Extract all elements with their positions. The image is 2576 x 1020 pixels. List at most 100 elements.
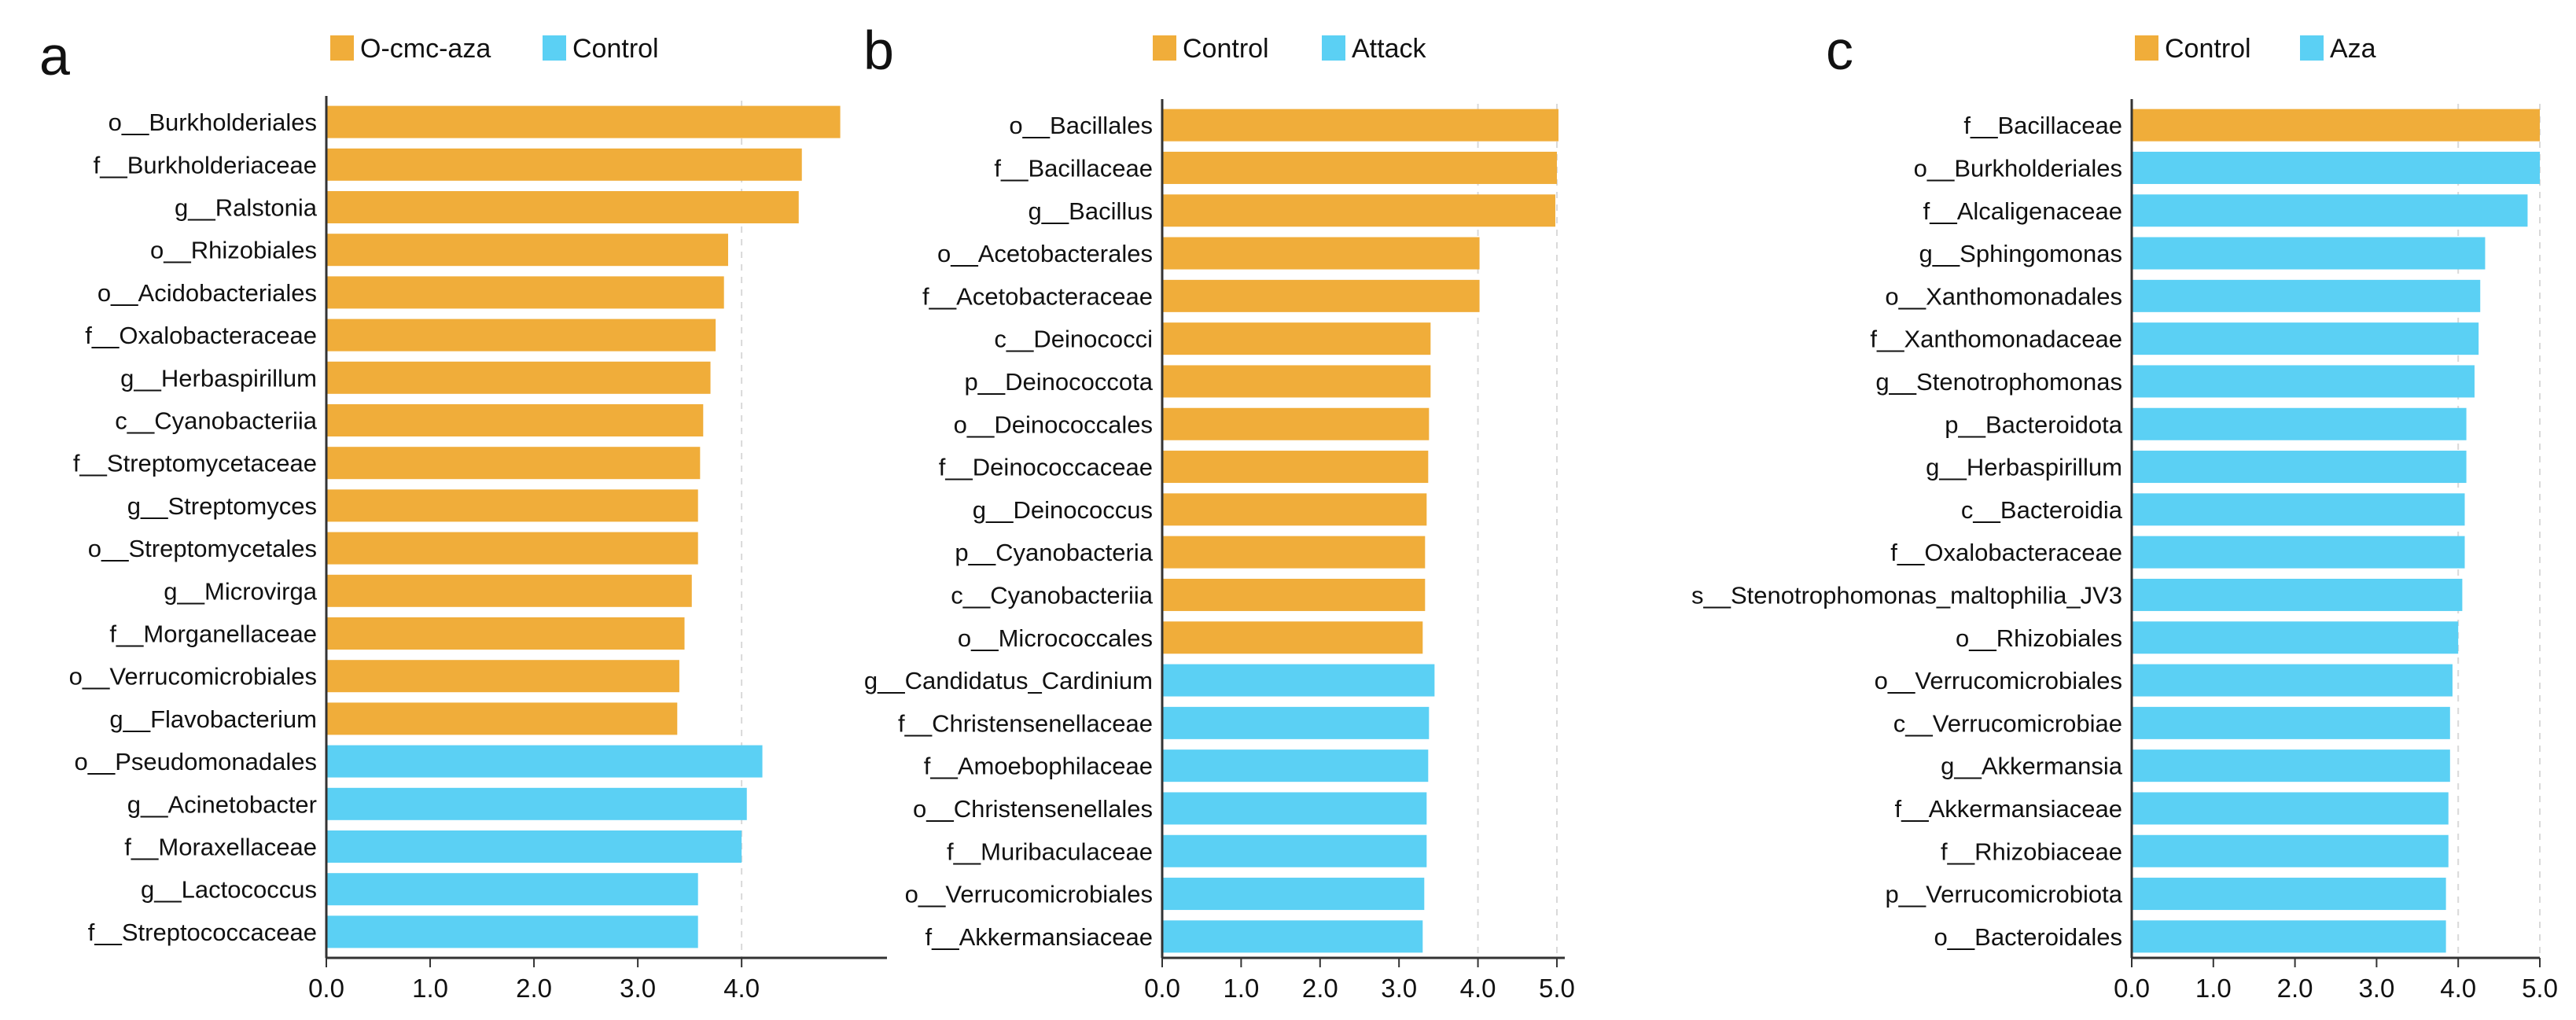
bar xyxy=(327,830,742,863)
category-label: f__Bacillaceae xyxy=(994,154,1153,182)
bar xyxy=(2133,451,2467,484)
bar xyxy=(327,276,724,309)
category-label: p__Deinococcota xyxy=(964,368,1153,396)
category-label: c__Deinococci xyxy=(994,326,1153,353)
category-label: f__Oxalobacteraceae xyxy=(85,322,317,349)
category-label: c__Cyanobacteriia xyxy=(115,407,318,435)
bar xyxy=(1163,706,1430,739)
bar xyxy=(1163,749,1429,782)
bar xyxy=(1163,834,1427,867)
x-tick-label: 1.0 xyxy=(2195,974,2232,1003)
legend-swatch xyxy=(330,35,354,61)
legend-label: Control xyxy=(572,34,659,64)
category-label: g__Herbaspirillum xyxy=(120,364,317,392)
bar xyxy=(327,787,747,820)
bar xyxy=(1163,109,1558,142)
bar xyxy=(2133,878,2446,911)
category-label: f__Deinococcaceae xyxy=(939,454,1153,481)
legend-swatch xyxy=(1153,35,1176,61)
bar xyxy=(1163,322,1431,355)
bar xyxy=(1163,578,1426,611)
bar xyxy=(2133,621,2459,654)
bar xyxy=(327,361,711,394)
bar xyxy=(2133,322,2479,355)
category-label: c__Bacteroidia xyxy=(1961,496,2123,524)
x-tick-label: 3.0 xyxy=(620,974,656,1003)
bar xyxy=(2133,536,2465,569)
bar xyxy=(327,745,763,778)
category-label: o__Rhizobiales xyxy=(150,237,317,264)
category-label: f__Akkermansiaceae xyxy=(926,923,1154,951)
category-label: o__Verrucomicrobiales xyxy=(1875,667,2122,694)
x-tick-label: 2.0 xyxy=(2277,974,2313,1003)
bar xyxy=(2133,834,2449,867)
category-label: o__Micrococcales xyxy=(958,624,1153,652)
bar xyxy=(2133,578,2463,611)
category-label: g__Sphingomonas xyxy=(1919,240,2122,267)
bar xyxy=(1163,407,1430,440)
category-label: f__Rhizobiaceae xyxy=(1941,838,2122,865)
x-tick-label: 0.0 xyxy=(2114,974,2150,1003)
bar xyxy=(327,404,704,436)
bar xyxy=(327,234,728,267)
x-tick-label: 2.0 xyxy=(516,974,552,1003)
bar xyxy=(2133,109,2540,142)
bar xyxy=(1163,493,1427,526)
x-tick-label: 4.0 xyxy=(2440,974,2476,1003)
bar xyxy=(1163,664,1435,697)
bar xyxy=(2133,365,2475,398)
legend-label: Attack xyxy=(1352,34,1426,64)
legend-label: Control xyxy=(2165,34,2251,64)
category-label: p__Cyanobacteria xyxy=(955,539,1153,566)
category-label: f__Moraxellaceae xyxy=(124,834,317,861)
category-label: f__Muribaculaceae xyxy=(947,838,1153,865)
bar xyxy=(1163,451,1429,484)
legend-label: Control xyxy=(1183,34,1269,64)
bar xyxy=(1163,365,1431,398)
category-label: o__Deinococcales xyxy=(954,411,1153,438)
category-label: f__Burkholderiaceae xyxy=(94,151,317,179)
bar xyxy=(2133,194,2528,227)
bar xyxy=(2133,279,2481,312)
category-label: o__Bacteroidales xyxy=(1934,923,2122,951)
category-label: f__Amoebophilaceae xyxy=(924,753,1153,780)
category-label: s__Stenotrophomonas_maltophilia_JV3 xyxy=(1691,581,2122,609)
bar xyxy=(2133,237,2486,270)
category-label: o__Christensenellales xyxy=(913,795,1153,823)
category-label: o__Streptomycetales xyxy=(88,535,317,562)
bar xyxy=(1163,920,1423,953)
category-label: o__Pseudomonadales xyxy=(74,748,317,775)
bar xyxy=(2133,493,2465,526)
x-tick-label: 3.0 xyxy=(1381,974,1417,1003)
legend-label: Aza xyxy=(2330,34,2376,64)
bar xyxy=(327,489,698,522)
panel-letter: b xyxy=(863,20,894,81)
x-tick-label: 0.0 xyxy=(308,974,344,1003)
bar xyxy=(327,915,698,948)
category-label: g__Candidatus_Cardinium xyxy=(864,667,1153,694)
bar xyxy=(1163,279,1480,312)
category-label: o__Bacillales xyxy=(1009,112,1153,139)
x-tick-label: 4.0 xyxy=(723,974,760,1003)
legend-label: O-cmc-aza xyxy=(360,34,491,64)
category-label: g__Bacillus xyxy=(1028,197,1153,225)
bar xyxy=(2133,792,2449,825)
category-label: g__Microvirga xyxy=(164,577,317,605)
bar xyxy=(327,702,678,735)
bar xyxy=(1163,621,1423,654)
bar xyxy=(327,447,701,480)
category-label: f__Alcaligenaceae xyxy=(1923,197,2122,225)
x-tick-label: 4.0 xyxy=(1460,974,1496,1003)
category-label: g__Akkermansia xyxy=(1941,753,2123,780)
category-label: o__Xanthomonadales xyxy=(1885,282,2122,310)
category-label: c__Cyanobacteriia xyxy=(951,581,1154,609)
category-label: g__Ralstonia xyxy=(175,194,318,222)
legend-swatch xyxy=(543,35,566,61)
chart-panel-c: c Control Aza f__Bacillaceae o__Burkholderia… xyxy=(1691,20,2558,1003)
category-label: f__Xanthomonadaceae xyxy=(1870,326,2122,353)
bar xyxy=(1163,151,1557,184)
bar xyxy=(1163,792,1427,825)
bar xyxy=(2133,920,2446,953)
x-tick-label: 5.0 xyxy=(1539,974,1575,1003)
x-tick-label: 1.0 xyxy=(1223,974,1259,1003)
